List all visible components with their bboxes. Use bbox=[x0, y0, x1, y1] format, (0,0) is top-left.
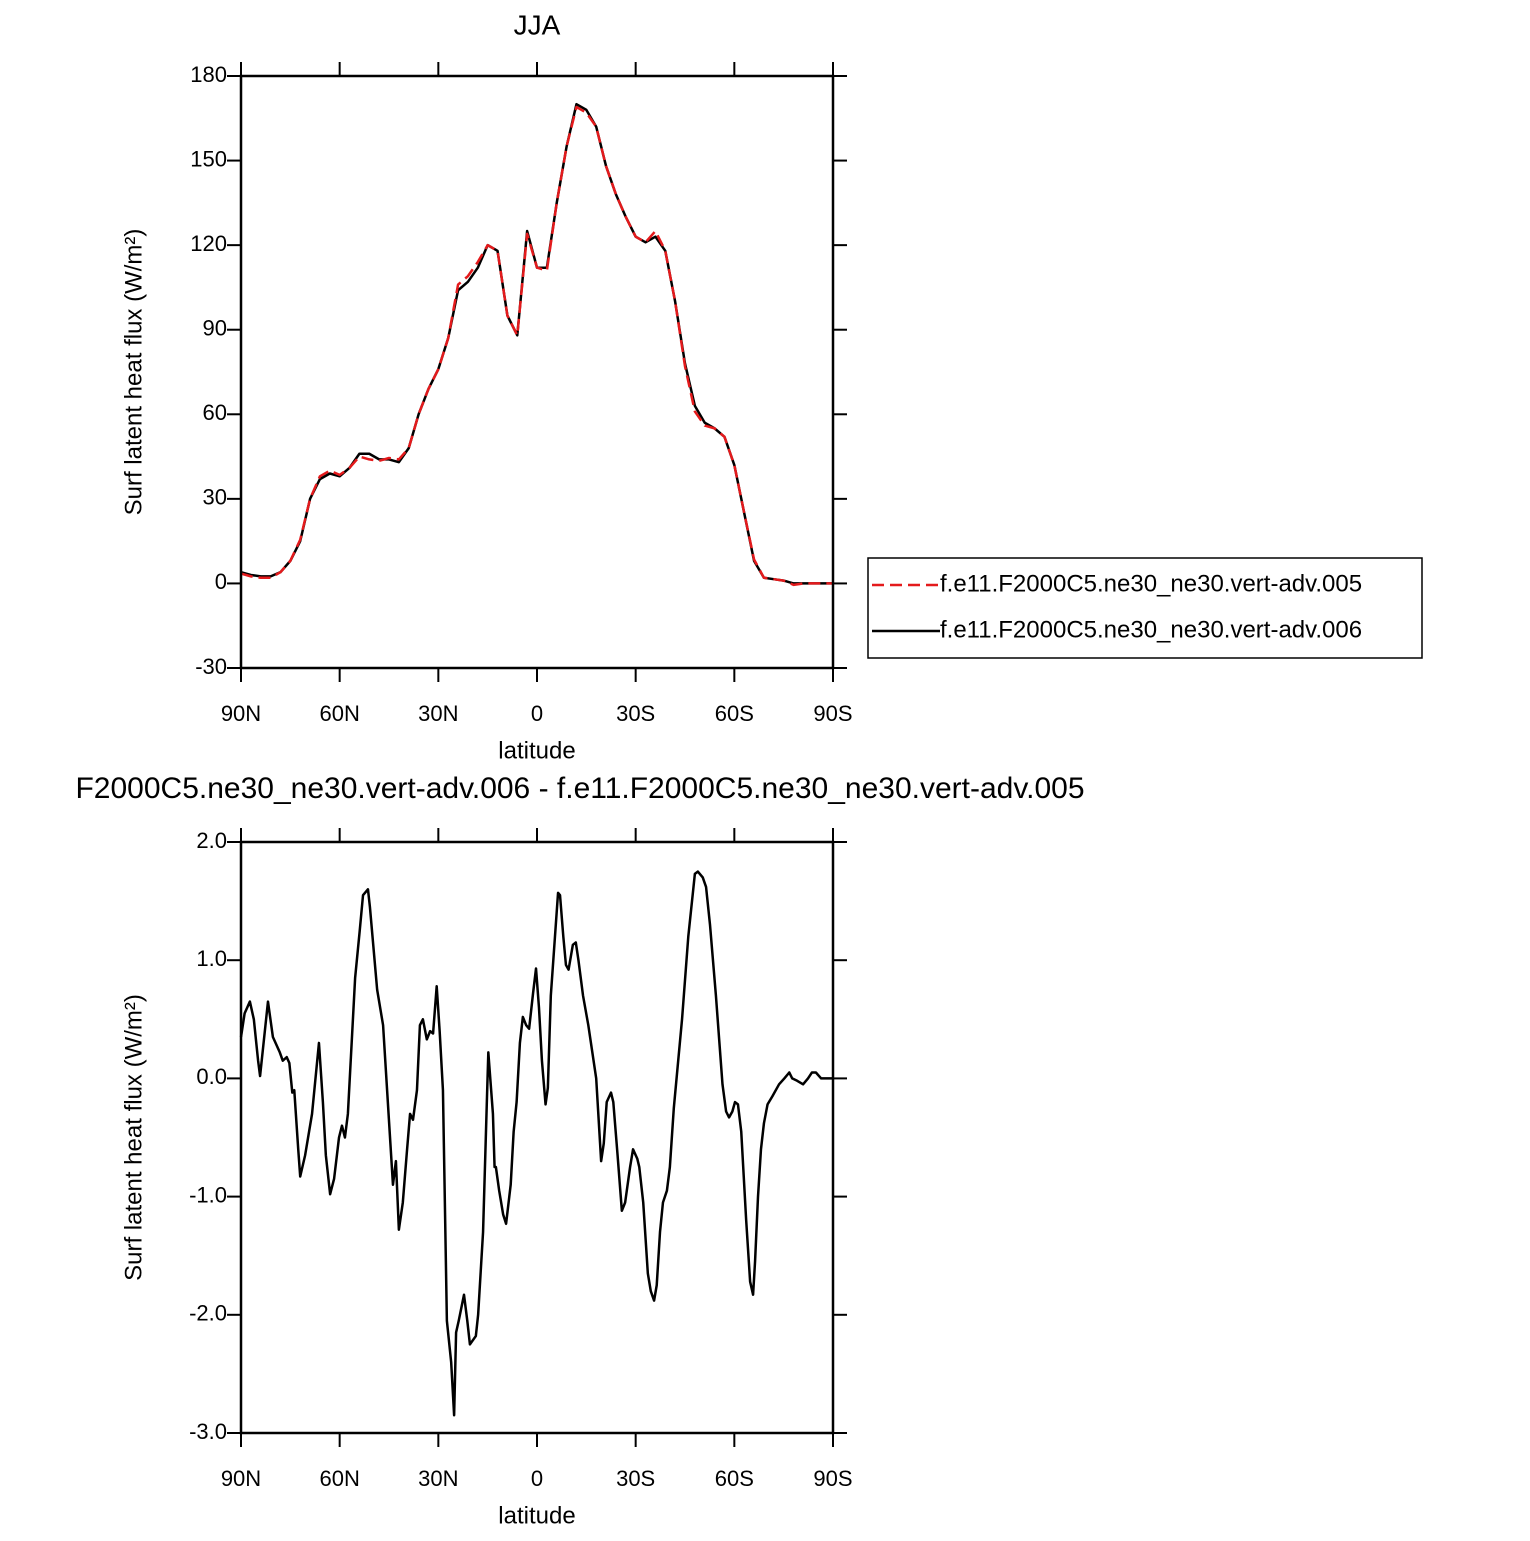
y-tick-label: 90 bbox=[203, 316, 227, 341]
y-tick-label: 2.0 bbox=[196, 828, 227, 853]
x-tick-label: 90S bbox=[813, 1466, 852, 1491]
y-tick-label: 0.0 bbox=[196, 1064, 227, 1089]
y-tick-label: -1.0 bbox=[189, 1182, 227, 1207]
x-tick-label: 30N bbox=[418, 1466, 458, 1491]
x-tick-label: 60S bbox=[715, 701, 754, 726]
legend-box bbox=[867, 557, 1423, 659]
y-tick-label: 180 bbox=[190, 62, 227, 87]
y-tick-label: -3.0 bbox=[189, 1419, 227, 1444]
x-tick-label: 60S bbox=[715, 1466, 754, 1491]
chart-title: F2000C5.ne30_ne30.vert-adv.006 - f.e11.F… bbox=[75, 772, 1084, 805]
y-tick-label: 120 bbox=[190, 231, 227, 256]
data-line bbox=[239, 870, 833, 1417]
y-tick-label: -2.0 bbox=[189, 1301, 227, 1326]
x-axis-label: latitude bbox=[498, 1502, 575, 1529]
y-tick-label: 0 bbox=[215, 569, 227, 594]
y-tick-label: 1.0 bbox=[196, 946, 227, 971]
x-tick-label: 90S bbox=[813, 701, 852, 726]
x-tick-label: 90N bbox=[221, 1466, 261, 1491]
y-tick-label: 60 bbox=[203, 400, 227, 425]
y-tick-label: 30 bbox=[203, 485, 227, 510]
y-axis-label: Surf latent heat flux (W/m²) bbox=[120, 229, 147, 516]
chart-title: JJA bbox=[514, 9, 561, 40]
x-tick-label: 60N bbox=[319, 701, 359, 726]
y-tick-label: -30 bbox=[195, 654, 227, 679]
x-tick-label: 60N bbox=[319, 1466, 359, 1491]
x-axis-label: latitude bbox=[498, 737, 575, 764]
plot-frame bbox=[239, 840, 835, 1435]
y-axis-label: Surf latent heat flux (W/m²) bbox=[120, 994, 147, 1281]
x-tick-label: 30S bbox=[616, 701, 655, 726]
x-tick-label: 30S bbox=[616, 1466, 655, 1491]
x-tick-label: 30N bbox=[418, 701, 458, 726]
plot-frame bbox=[239, 74, 835, 670]
y-tick-label: 150 bbox=[190, 146, 227, 171]
legend-label: f.e11.F2000C5.ne30_ne30.vert-adv.006 bbox=[940, 616, 1362, 643]
x-tick-label: 0 bbox=[531, 701, 543, 726]
legend-label: f.e11.F2000C5.ne30_ne30.vert-adv.005 bbox=[940, 570, 1362, 597]
x-tick-label: 0 bbox=[531, 1466, 543, 1491]
data-line bbox=[240, 105, 833, 587]
x-tick-label: 90N bbox=[221, 701, 261, 726]
